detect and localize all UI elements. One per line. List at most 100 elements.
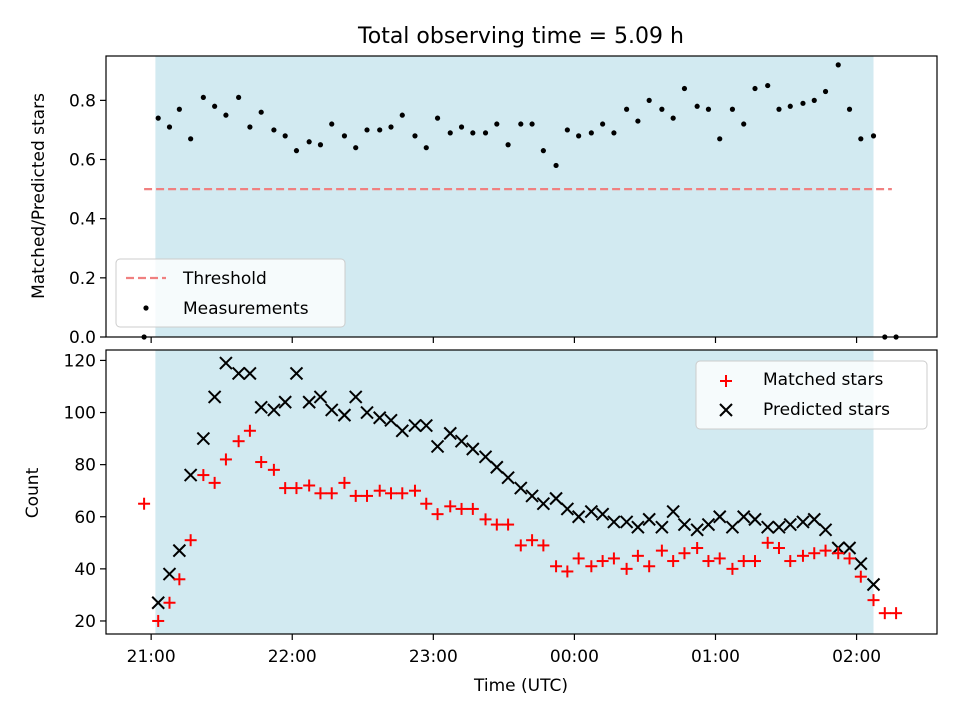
matched-point [152, 614, 165, 627]
predicted-point [807, 512, 821, 527]
bottom-axes-frame [105, 349, 938, 635]
predicted-point [162, 567, 177, 581]
predicted-point [384, 413, 398, 428]
predicted-point [183, 468, 198, 482]
predicted-point [818, 523, 833, 537]
predicted-point [655, 520, 669, 534]
matched-point [678, 547, 691, 560]
bottom-y-tick-label: 120 [64, 351, 96, 371]
predicted-point [842, 541, 857, 555]
measurement-point [635, 118, 641, 124]
measurement-point [423, 145, 429, 151]
predicted-point [772, 520, 786, 534]
predicted-point [631, 520, 645, 534]
matched-point [526, 534, 539, 547]
predicted-point [151, 596, 165, 610]
legend-matched-label: Matched stars [763, 370, 883, 390]
matched-point [537, 539, 550, 552]
predicted-point [219, 356, 233, 370]
predicted-point [536, 497, 551, 511]
matched-point [772, 542, 785, 555]
predicted-point [243, 366, 257, 381]
predicted-point [748, 512, 762, 527]
matched-point [314, 487, 327, 500]
measurement-point [470, 130, 476, 136]
predicted-point [172, 543, 187, 558]
matched-point [455, 502, 468, 515]
matched-point [737, 555, 750, 568]
predicted-point [549, 491, 563, 506]
matched-point [325, 487, 338, 500]
legend-matched-swatch [720, 375, 732, 387]
x-tick-label: 22:00 [268, 647, 317, 667]
legend-predicted-swatch [719, 403, 733, 417]
matched-point [361, 489, 374, 502]
measurement-point [835, 62, 841, 68]
matched-point [585, 560, 598, 573]
top-marks [141, 62, 899, 340]
matched-point [550, 560, 563, 573]
matched-point [502, 518, 515, 531]
measurement-point [518, 121, 524, 127]
predicted-point [207, 390, 222, 404]
predicted-point [254, 400, 268, 415]
measurement-point [200, 94, 206, 101]
predicted-point [231, 366, 246, 381]
predicted-point [854, 556, 868, 571]
measurement-point [670, 115, 676, 121]
predicted-point [478, 450, 493, 464]
top-y-tick-label: 0.2 [69, 269, 96, 289]
predicted-point [278, 395, 292, 409]
matched-point [867, 594, 880, 607]
bottom-y-tick-label: 40 [74, 560, 96, 580]
matched-point [514, 539, 527, 552]
measurement-point [646, 97, 652, 103]
matched-point [184, 534, 197, 547]
matched-point [761, 536, 774, 549]
matched-point [832, 547, 845, 560]
x-tick-label: 00:00 [550, 647, 599, 667]
matched-point [572, 552, 585, 565]
matched-point [607, 552, 620, 565]
predicted-point [701, 517, 716, 532]
matched-point [197, 469, 210, 482]
predicted-point [783, 517, 797, 532]
predicted-point [713, 510, 727, 524]
matched-point [691, 542, 704, 555]
matched-point [267, 463, 280, 476]
top-x-tick-marks [150, 337, 858, 343]
matched-point [396, 487, 409, 500]
measurement-point [166, 124, 173, 130]
predicted-point [302, 395, 316, 409]
matched-point [219, 453, 232, 466]
matched-point [702, 555, 715, 568]
matched-point [255, 456, 268, 469]
matched-point [479, 513, 492, 526]
matched-point [655, 544, 668, 557]
bottom-panel: 20 40 60 80 100 120 21:00 22:00 23:00 00:00 01:00… [23, 349, 938, 696]
predicted-point [607, 515, 621, 529]
matched-point [279, 482, 292, 495]
matched-point [303, 479, 316, 492]
predicted-point [490, 460, 504, 474]
predicted-point [677, 517, 692, 532]
measurement-point [458, 124, 465, 130]
measurement-point [377, 127, 383, 133]
measurement-point [870, 133, 877, 139]
bottom-y-tick-label: 100 [64, 404, 96, 424]
matched-point [620, 562, 633, 575]
top-legend-box [115, 258, 346, 328]
measurement-point [412, 133, 418, 139]
bottom-y-axis-label: Count [23, 467, 43, 518]
measurement-point [822, 88, 829, 95]
measurement-point [659, 106, 665, 112]
measurement-point [364, 127, 370, 133]
measurement-point [553, 162, 559, 169]
predicted-point [443, 426, 457, 441]
measurement-point [329, 121, 335, 127]
predicted-point [619, 515, 634, 529]
predicted-point [571, 510, 586, 524]
bottom-y-tick-label: 80 [74, 456, 96, 476]
bottom-marks [138, 356, 903, 627]
measurement-point [624, 106, 630, 112]
